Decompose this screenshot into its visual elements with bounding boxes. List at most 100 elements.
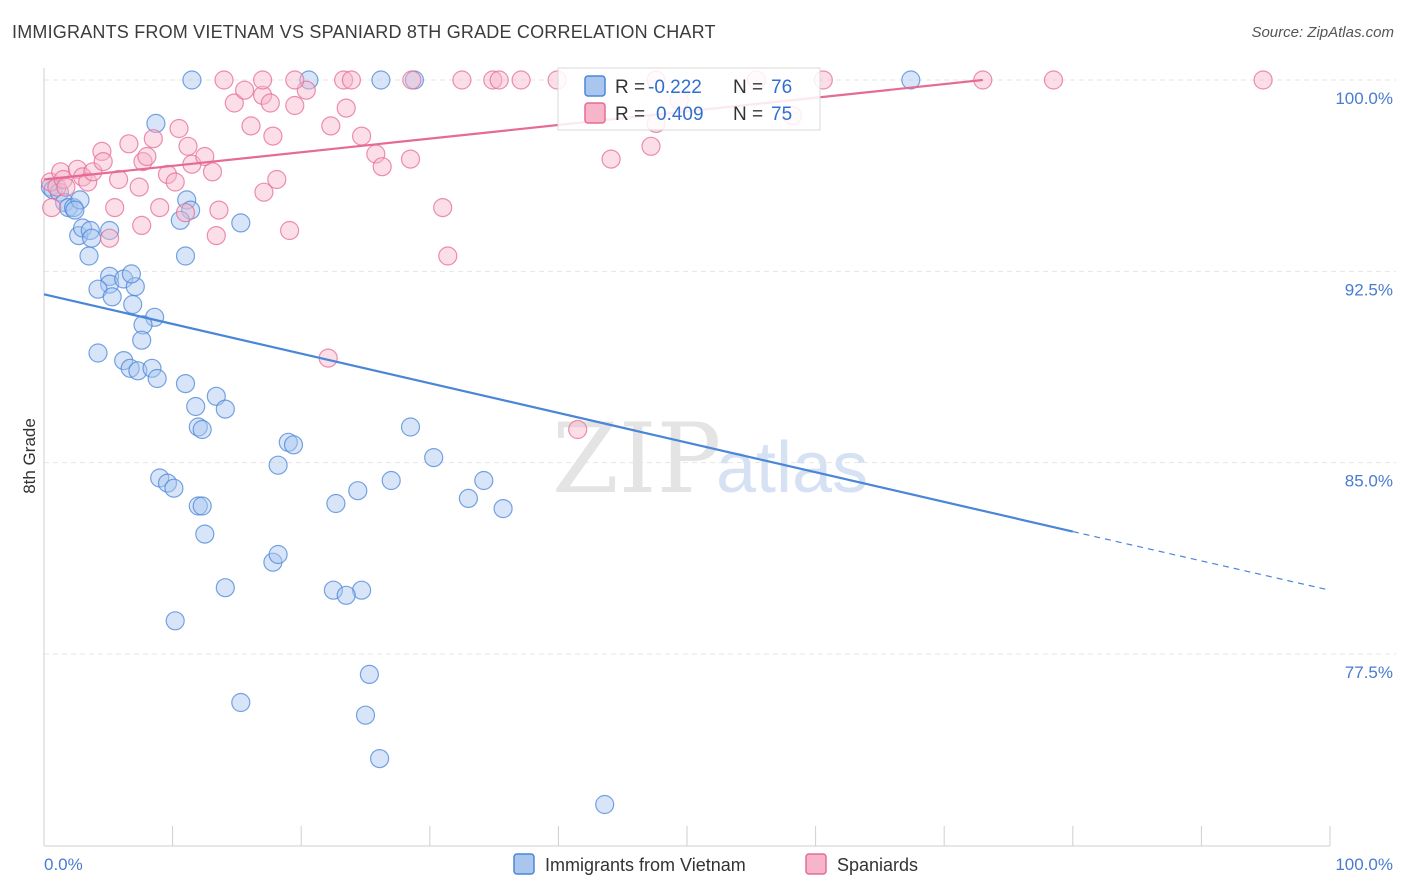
stats-pink-r-value: 0.409 xyxy=(656,104,704,125)
spaniards-point-44 xyxy=(42,198,62,218)
vietnam-point-34 xyxy=(215,399,235,419)
vietnam-point-62 xyxy=(231,692,251,713)
y-tick-label-0: 100.0% xyxy=(1335,89,1393,108)
spaniards-point-47 xyxy=(206,226,226,246)
spaniards-point-45 xyxy=(132,215,152,235)
spaniards-point-66 xyxy=(489,70,509,90)
spaniards-point-14 xyxy=(137,146,157,167)
vietnam-point-37 xyxy=(278,432,298,452)
vietnam-point-15 xyxy=(99,274,120,294)
vietnam-point-60 xyxy=(165,611,185,631)
spaniards-point-52 xyxy=(568,419,588,440)
spaniards-point-36 xyxy=(400,149,421,169)
vietnam-point-36 xyxy=(192,419,212,440)
vietnam-point-25 xyxy=(88,343,108,363)
vietnam-point-14 xyxy=(99,266,120,286)
x-tick-label-min: 0.0% xyxy=(44,855,83,874)
spaniards-point-29 xyxy=(285,95,305,116)
vietnam-point-30 xyxy=(147,368,167,389)
spaniards-point-62 xyxy=(341,70,361,90)
spaniards-point-65 xyxy=(483,70,503,90)
y-tick-label-2: 85.0% xyxy=(1345,472,1393,491)
vietnam-point-49 xyxy=(424,448,444,468)
spaniards-point-25 xyxy=(241,116,261,136)
stats-blue-n-label: N = xyxy=(733,77,763,98)
axes xyxy=(43,68,1331,847)
vietnam-point-28 xyxy=(128,361,148,381)
vietnam-point-65 xyxy=(595,794,615,815)
vietnam-point-59 xyxy=(336,585,356,605)
spaniards-point-39 xyxy=(175,203,196,223)
vietnam-point-57 xyxy=(323,580,343,600)
stats-blue-r-value: -0.222 xyxy=(648,77,702,98)
vietnam-point-58 xyxy=(352,580,372,600)
vietnam-point-52 xyxy=(493,499,513,519)
y-axis-label: 8th Grade xyxy=(20,418,39,494)
vietnam-point-32 xyxy=(186,396,206,417)
vietnam-point-41 xyxy=(157,473,178,493)
spaniards-point-9 xyxy=(92,141,112,161)
vietnam-point-44 xyxy=(192,496,212,516)
stats-pink-n-label: N = xyxy=(733,104,763,125)
vietnam-point-50 xyxy=(458,488,478,508)
gridlines xyxy=(44,79,1396,655)
spaniards-point-33 xyxy=(352,126,372,146)
y-tick-labels: 100.0% 92.5% 85.0% 77.5% xyxy=(1335,89,1393,682)
spaniards-point-4 xyxy=(56,177,76,197)
spaniards-point-74 xyxy=(1253,70,1273,90)
vietnam-trend-extension xyxy=(1072,530,1331,591)
legend-swatch-spaniards xyxy=(805,853,827,875)
vietnam-point-21 xyxy=(102,287,122,307)
spaniards-point-46 xyxy=(99,228,120,248)
vietnam-point-48 xyxy=(400,417,421,437)
stats-pink-r-label: R = xyxy=(615,104,645,125)
spaniards-point-24 xyxy=(235,80,255,100)
spaniards-point-40 xyxy=(209,200,229,220)
spaniards-point-31 xyxy=(321,116,341,136)
spaniards-point-59 xyxy=(253,70,273,90)
vietnam-trend-line xyxy=(43,293,1074,533)
spaniards-point-32 xyxy=(336,98,356,118)
legend-label-spaniards: Spaniards xyxy=(837,855,918,875)
stats-pink-n-value: 75 xyxy=(771,104,792,125)
chart-title: IMMIGRANTS FROM VIETNAM VS SPANIARD 8TH … xyxy=(12,22,716,42)
spaniards-point-67 xyxy=(511,70,531,90)
spaniards-point-53 xyxy=(601,149,621,169)
legend-swatch-vietnam xyxy=(513,853,535,875)
vietnam-point-64 xyxy=(370,748,390,769)
spaniards-point-61 xyxy=(334,70,354,90)
vietnam-point-7 xyxy=(65,200,85,220)
spaniards-point-35 xyxy=(372,157,392,177)
vietnam-point-39 xyxy=(268,455,288,475)
vietnam-point-63 xyxy=(355,705,376,725)
vietnam-point-67 xyxy=(182,70,202,90)
vietnam-point-61 xyxy=(359,664,379,685)
vietnam-point-13 xyxy=(79,246,99,266)
spaniards-point-27 xyxy=(260,93,280,113)
vietnam-point-56 xyxy=(215,578,235,598)
vietnam-point-18 xyxy=(121,264,141,284)
spaniards-point-49 xyxy=(433,198,453,218)
spaniards-point-8 xyxy=(83,162,103,182)
stats-swatch-pink xyxy=(584,102,606,124)
vietnam-point-55 xyxy=(268,544,288,565)
trend-lines xyxy=(43,78,1331,591)
vietnam-point-27 xyxy=(120,358,140,378)
vietnam-point-42 xyxy=(164,478,184,498)
vietnam-point-71 xyxy=(901,70,921,90)
vietnam-point-46 xyxy=(348,481,368,501)
stats-blue-r-label: R = xyxy=(615,77,645,98)
watermark-atlas: atlas xyxy=(716,428,868,508)
vietnam-point-38 xyxy=(283,435,304,455)
spaniards-point-10 xyxy=(93,152,113,172)
vietnam-point-20 xyxy=(123,294,143,315)
y-tick-label-1: 92.5% xyxy=(1345,280,1393,299)
vietnam-point-66 xyxy=(146,113,166,134)
spaniards-point-12 xyxy=(119,134,139,154)
stats-box: R = -0.222 N = 76 R = 0.409 N = 75 xyxy=(557,67,821,131)
legend: Immigrants from Vietnam Spaniards xyxy=(513,853,918,875)
stats-blue-n-value: 76 xyxy=(771,77,792,98)
watermark: ZIP atlas xyxy=(552,403,868,515)
stats-swatch-blue xyxy=(584,75,606,97)
